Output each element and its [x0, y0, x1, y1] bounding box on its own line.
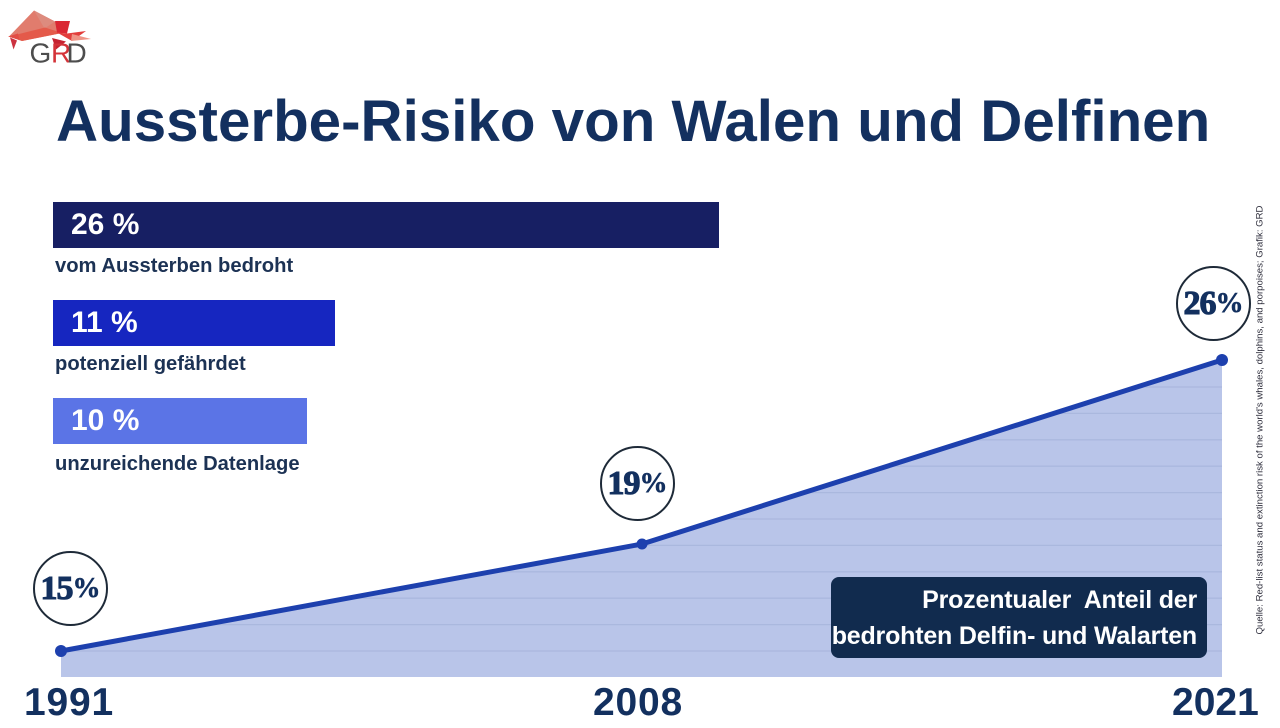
svg-text:G: G	[30, 38, 52, 67]
svg-text:R: R	[51, 38, 71, 67]
svg-text:D: D	[67, 38, 87, 67]
